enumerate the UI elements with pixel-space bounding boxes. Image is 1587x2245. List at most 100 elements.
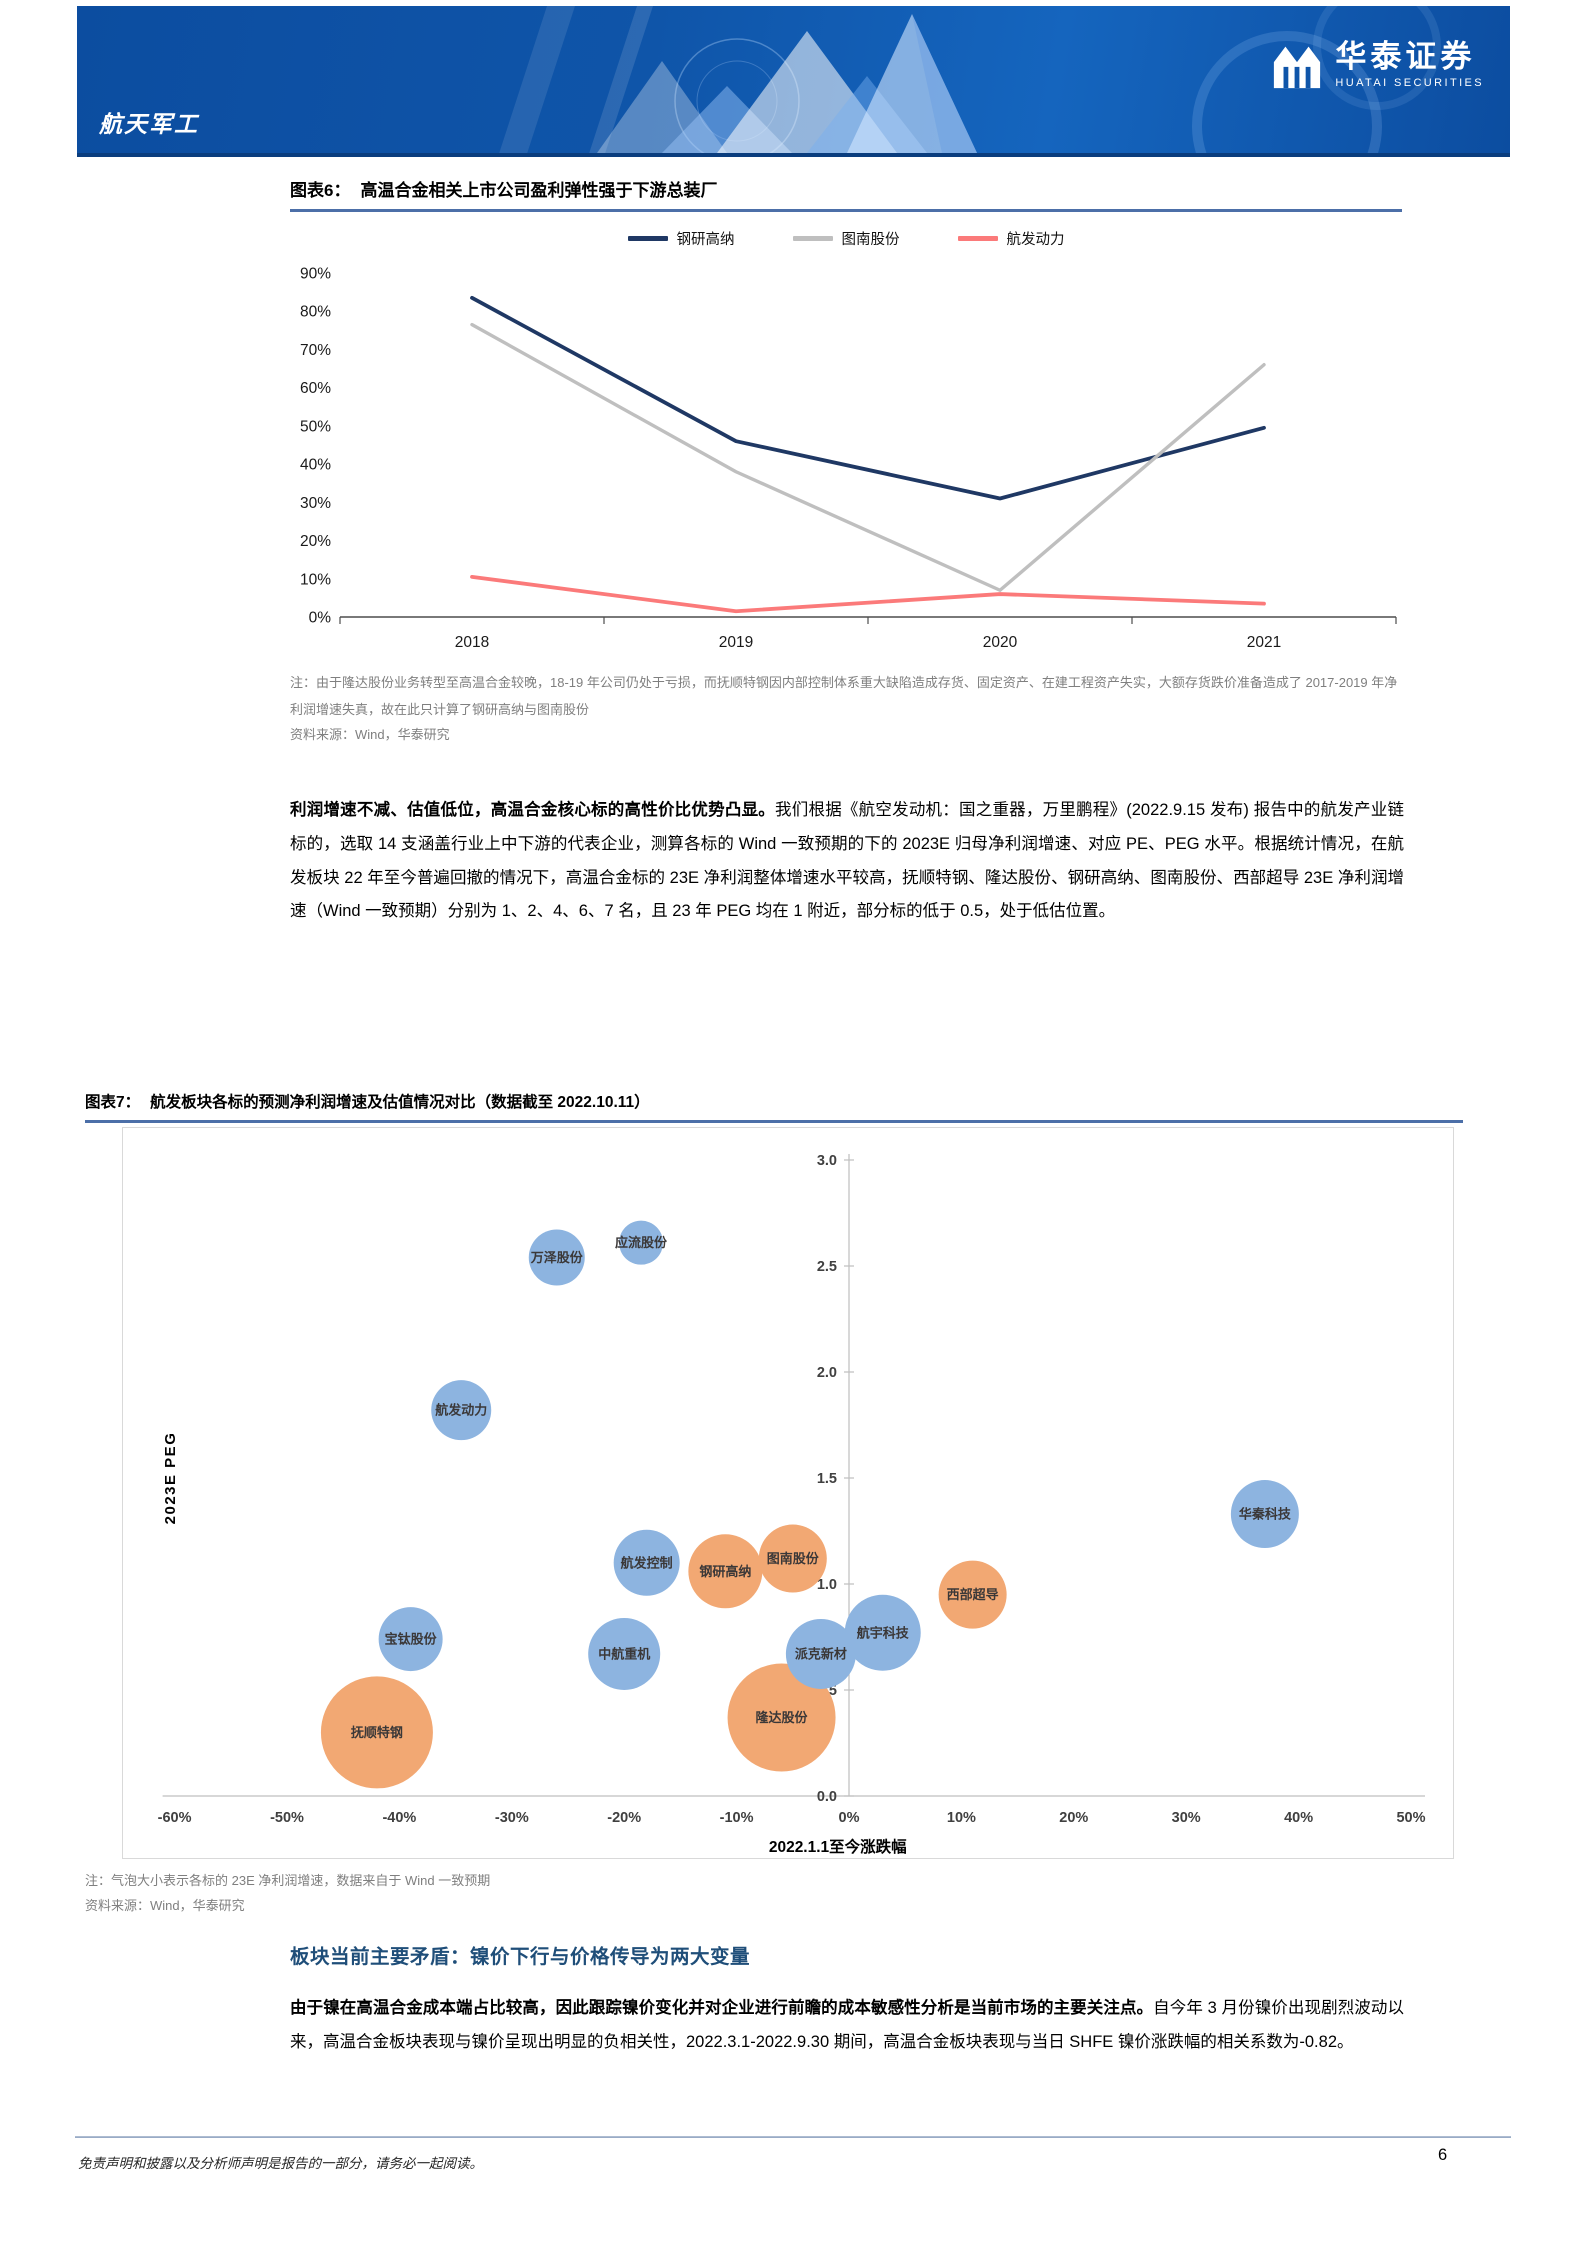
fig7-x-tick-label: 0% (839, 1810, 860, 1826)
fig7-x-tick-label: -60% (158, 1810, 192, 1826)
fig7-x-tick-label: -20% (607, 1810, 641, 1826)
fig6-line-series-2 (470, 574, 1266, 614)
figure6-label: 图表6： (290, 181, 351, 200)
fig7-bubble-label-10: 宝钛股份 (385, 1632, 438, 1647)
figure6-line-chart: 0% 10% 20% 30% 40% 50% 60% 70% 80% 90% 2018 2019 202… (300, 266, 1397, 651)
fig6-y-tick-label: 30% (300, 495, 331, 512)
fig7-bubble-label-6: 图南股份 (767, 1551, 820, 1566)
fig6-y-tick-label: 40% (300, 457, 331, 474)
legend-item-1: 图南股份 (792, 228, 900, 249)
fig7-x-tick-label: 40% (1284, 1810, 1313, 1826)
fig7-y-tick-label: 2.0 (817, 1365, 837, 1381)
fig7-bubble-3 (688, 1534, 763, 1609)
legend-swatch-2 (957, 236, 998, 241)
paragraph1-lead-bold: 利润增速不减、估值低位，高温合金核心标的高性价比优势凸显。 (290, 801, 776, 819)
legend-label-2: 航发动力 (1006, 232, 1065, 248)
huatai-logo-icon (1274, 46, 1321, 89)
figure7-chart-frame: 0.00.51.01.52.02.53.0-60%-50%-40%-30%-20… (122, 1127, 1454, 1859)
fig7-y-tick-label: 1.5 (817, 1471, 837, 1487)
legend-item-0: 钢研高纳 (627, 228, 735, 249)
page-number: 6 (1438, 2146, 1448, 2164)
fig7-bubble-label-9: 航发控制 (621, 1555, 673, 1570)
figure6-title: 高温合金相关上市公司盈利弹性强于下游总装厂 (360, 181, 718, 200)
fig7-bubble-label-3: 钢研高纳 (699, 1564, 751, 1579)
section-heading: 板块当前主要矛盾：镍价下行与价格传导为两大变量 (290, 1946, 751, 1968)
paragraph2-body: 自今年 3 月份镍价出现剧烈波动以来，高温合金板块表现与镍价呈现出明显的负相关性… (290, 1999, 1404, 2051)
figure6-legend: 钢研高纳 图南股份 航发动力 (290, 228, 1402, 249)
fig6-y-tick-label: 90% (300, 266, 331, 283)
figure6-note: 注：由于隆达股份业务转型至高温合金较晚，18-19 年公司仍处于亏损，而抚顺特钢… (290, 675, 1398, 717)
fig7-x-tick-label: -40% (382, 1810, 416, 1826)
fig6-y-tick-label: 10% (300, 571, 331, 588)
figure6-title-row: 图表6： 高温合金相关上市公司盈利弹性强于下游总装厂 (290, 176, 1402, 212)
brand-logo: 华泰证券 HUATAI SECURITIES (1271, 38, 1484, 90)
figure7-label: 图表7： (85, 1094, 141, 1111)
fig7-bubble-label-7: 西部超导 (947, 1587, 999, 1602)
body-paragraph-2: 由于镍在高温合金成本端占比较高，因此跟踪镍价变化并对企业进行前瞻的成本敏感性分析… (290, 1992, 1404, 2060)
legend-label-1: 图南股份 (841, 232, 900, 248)
figure7-note: 注：气泡大小表示各标的 23E 净利润增速，数据来自于 Wind 一致预期 (85, 1873, 491, 1888)
fig7-bubble-5 (785, 1618, 856, 1689)
legend-swatch-1 (792, 236, 833, 241)
legend-item-2: 航发动力 (957, 228, 1065, 249)
fig7-x-tick-label: 30% (1172, 1810, 1201, 1826)
fig7-bubble-4 (588, 1617, 661, 1690)
fig7-x-tick-label: 50% (1396, 1810, 1425, 1826)
figure7-bubble-chart: 0.00.51.01.52.02.53.0-60%-50%-40%-30%-20… (158, 1153, 1426, 1856)
report-section-label: 航天军工 (99, 111, 199, 137)
figure7-source: 资料来源：Wind，华泰研究 (85, 1898, 245, 1913)
fig7-bubble-12 (528, 1229, 585, 1286)
fig7-bubble-label-11: 航发动力 (435, 1403, 487, 1418)
fig6-line-series-1 (470, 322, 1266, 592)
fig7-bubble-13 (619, 1220, 664, 1265)
header-banner: 航天军工 华泰证券 HUATAI SECURITIES (77, 6, 1510, 157)
fig7-bubble-7 (938, 1560, 1007, 1629)
fig6-line-series-0 (470, 295, 1266, 501)
fig7-y-tick-label: 2.5 (817, 1259, 837, 1275)
body-paragraph-1: 利润增速不减、估值低位，高温合金核心标的高性价比优势凸显。我们根据《航空发动机：… (290, 794, 1404, 929)
fig6-y-tick-label: 80% (300, 304, 331, 321)
paragraph1-body: 我们根据《航空发动机：国之重器，万里鹏程》(2022.9.15 发布) 报告中的… (290, 801, 1405, 921)
fig7-bubble-label-4: 中航重机 (598, 1646, 650, 1661)
fig6-y-tick-label: 60% (300, 380, 331, 397)
fig7-x-tick-label: 10% (947, 1810, 976, 1826)
banner-decor-graphic (491, 6, 1441, 153)
fig7-bubble-label-12: 万泽股份 (530, 1250, 584, 1265)
fig6-y-tick-label: 50% (300, 418, 331, 435)
fig6-x-tick-label: 2021 (1247, 634, 1281, 651)
fig7-bubble-1 (727, 1663, 836, 1772)
fig6-x-tick-label: 2019 (719, 634, 753, 651)
fig7-y-tick-label: 0.0 (817, 1789, 837, 1805)
fig7-y-axis-title: 2023E PEG (162, 1432, 179, 1525)
fig7-x-tick-label: -30% (495, 1810, 529, 1826)
brand-name-en: HUATAI SECURITIES (1335, 76, 1484, 89)
fig6-x-tick-label: 2018 (455, 634, 489, 651)
fig7-bubble-2 (844, 1594, 921, 1671)
fig7-bubble-0 (320, 1676, 433, 1789)
figure7-title-row: 图表7： 航发板块各标的预测净利润增速及估值情况对比（数据截至 2022.10.1… (85, 1090, 1463, 1123)
figure7-title: 航发板块各标的预测净利润增速及估值情况对比（数据截至 2022.10.11） (150, 1094, 650, 1111)
paragraph2-lead-bold: 由于镍在高温合金成本端占比较高，因此跟踪镍价变化并对企业进行前瞻的成本敏感性分析… (290, 1999, 1154, 2017)
fig7-y-tick-label: 1.0 (817, 1577, 837, 1593)
fig7-x-axis-title: 2022.1.1至今涨跌幅 (769, 1837, 907, 1856)
footer-disclaimer: 免责声明和披露以及分析师声明是报告的一部分，请务必一起阅读。 (78, 2156, 483, 2171)
fig7-bubble-8 (1230, 1480, 1299, 1549)
fig7-bubble-label-0: 抚顺特钢 (351, 1725, 403, 1740)
figure6-block: 图表6： 高温合金相关上市公司盈利弹性强于下游总装厂 钢研高纳 图南股份 航发动力 0… (290, 176, 1402, 747)
fig7-bubble-label-8: 华秦科技 (1239, 1507, 1292, 1522)
fig7-bubble-label-13: 应流股份 (615, 1235, 668, 1250)
fig7-bubble-9 (613, 1529, 680, 1596)
legend-swatch-0 (627, 236, 668, 241)
fig7-bubble-11 (431, 1380, 492, 1441)
fig7-x-tick-label: -10% (720, 1810, 754, 1826)
fig7-bubble-10 (378, 1607, 443, 1672)
brand-name-cn: 华泰证券 (1335, 38, 1476, 74)
fig7-bubble-label-5: 派克新材 (795, 1646, 847, 1661)
fig6-x-tick-label: 2020 (983, 634, 1018, 651)
footer-divider (75, 2136, 1511, 2138)
fig7-bubble-label-2: 航宇科技 (857, 1625, 910, 1640)
figure6-source: 资料来源：Wind，华泰研究 (290, 727, 450, 742)
fig7-y-tick-label: 3.0 (817, 1153, 837, 1169)
fig6-y-tick-label: 70% (300, 342, 331, 359)
